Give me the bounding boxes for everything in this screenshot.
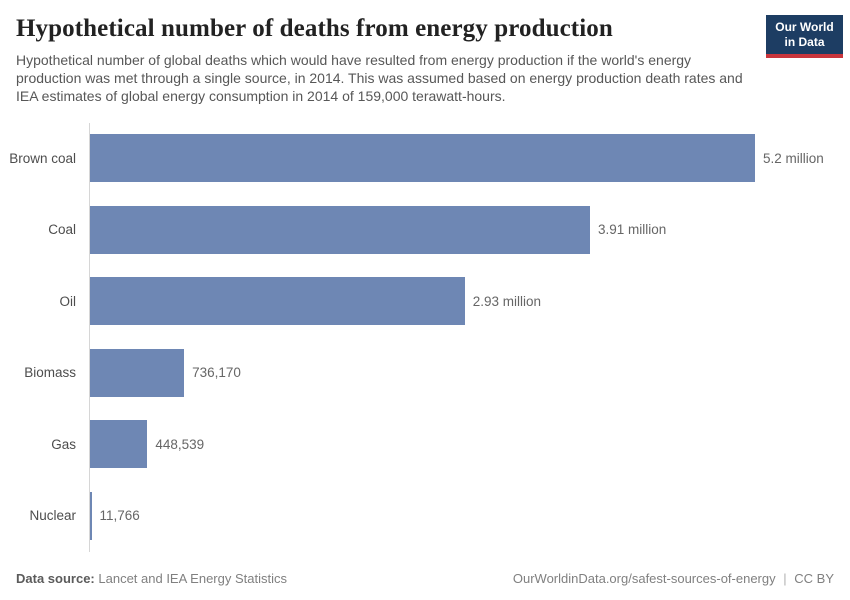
- license-label: CC BY: [794, 571, 834, 586]
- chart-title: Hypothetical number of deaths from energ…: [16, 15, 613, 42]
- footer-attribution: OurWorldinData.org/safest-sources-of-ene…: [513, 571, 834, 586]
- footer-separator: |: [783, 571, 787, 586]
- category-label: Nuclear: [29, 508, 76, 524]
- value-label: 2.93 million: [472, 293, 541, 309]
- bar-row: Coal 3.91 million: [0, 194, 850, 266]
- value-label: 11,766: [99, 508, 140, 524]
- bar[interactable]: [90, 134, 755, 183]
- bar-row: Nuclear 11,766: [0, 480, 850, 552]
- data-source-value: Lancet and IEA Energy Statistics: [98, 571, 287, 586]
- value-label: 5.2 million: [763, 150, 824, 166]
- bar-track: 11,766: [83, 480, 850, 552]
- bar-track: 736,170: [83, 337, 850, 409]
- chart-subtitle: Hypothetical number of global deaths whi…: [16, 52, 743, 104]
- bar-row: Gas 448,539: [0, 409, 850, 481]
- bar-track: 5.2 million: [83, 123, 850, 195]
- bar[interactable]: [90, 491, 92, 540]
- owid-logo-line1: Our World: [775, 20, 834, 34]
- data-source: Data source: Lancet and IEA Energy Stati…: [16, 571, 287, 586]
- bar[interactable]: [90, 205, 591, 254]
- bar-chart: Brown coal 5.2 million Coal 3.91 million…: [0, 122, 850, 552]
- category-label: Biomass: [24, 365, 76, 381]
- value-label: 736,170: [192, 365, 241, 381]
- bar-track: 3.91 million: [83, 194, 850, 266]
- data-source-label: Data source:: [16, 571, 95, 586]
- category-label: Gas: [51, 436, 76, 452]
- chart-header: Hypothetical number of deaths from energ…: [0, 0, 850, 106]
- bar[interactable]: [90, 348, 185, 397]
- owid-logo-line2: in Data: [784, 35, 825, 49]
- value-label: 3.91 million: [598, 222, 667, 238]
- bar-row: Biomass 736,170: [0, 337, 850, 409]
- category-label: Coal: [48, 222, 76, 238]
- value-label: 448,539: [155, 436, 205, 452]
- bar-row: Brown coal 5.2 million: [0, 123, 850, 195]
- bar-rows: Brown coal 5.2 million Coal 3.91 million…: [0, 123, 850, 552]
- bar[interactable]: [90, 420, 148, 469]
- bar-track: 448,539: [83, 409, 850, 481]
- category-label: Brown coal: [9, 150, 76, 166]
- chart-footer: Data source: Lancet and IEA Energy Stati…: [16, 571, 834, 586]
- y-axis-line: [89, 122, 90, 552]
- owid-logo[interactable]: Our World in Data: [766, 15, 843, 58]
- bar[interactable]: [90, 277, 465, 326]
- chart-url-link[interactable]: OurWorldinData.org/safest-sources-of-ene…: [512, 571, 776, 586]
- bar-row: Oil 2.93 million: [0, 266, 850, 338]
- bar-track: 2.93 million: [83, 266, 850, 338]
- category-label: Oil: [59, 293, 77, 309]
